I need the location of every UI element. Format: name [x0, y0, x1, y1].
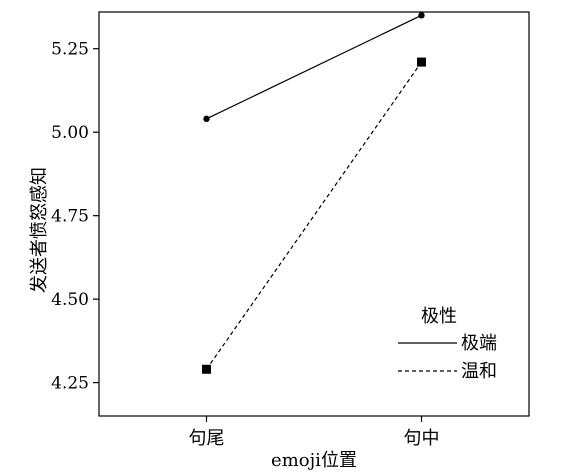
x-axis: 句尾 句中	[189, 416, 440, 449]
x-tick-label: 句尾	[189, 428, 225, 449]
y-axis: 4.25 4.50 4.75 5.00 5.25	[51, 40, 99, 394]
y-tick-label: 5.25	[51, 40, 89, 60]
legend-label-mild: 温和	[461, 361, 497, 382]
series-0-point	[203, 115, 210, 123]
series-0-point	[418, 12, 425, 19]
series-line-0	[206, 14, 422, 120]
y-tick-label: 5.00	[51, 123, 89, 143]
y-tick-label: 4.50	[51, 290, 89, 310]
series-1-point	[417, 57, 426, 67]
y-tick-label: 4.25	[51, 374, 89, 394]
plot-frame	[98, 11, 530, 417]
y-axis-label: 发送者愤怒感知	[29, 167, 50, 293]
legend-label-extreme: 极端	[461, 333, 497, 354]
series-layer	[202, 12, 426, 374]
series-1-point	[202, 364, 211, 374]
legend-title: 极性	[421, 306, 457, 327]
x-tick-label: 句中	[404, 428, 440, 449]
series-line-1	[206, 61, 422, 370]
x-axis-label: emoji位置	[271, 450, 357, 471]
legend: 极性 极端 温和	[398, 306, 497, 382]
y-tick-label: 4.75	[51, 207, 89, 227]
